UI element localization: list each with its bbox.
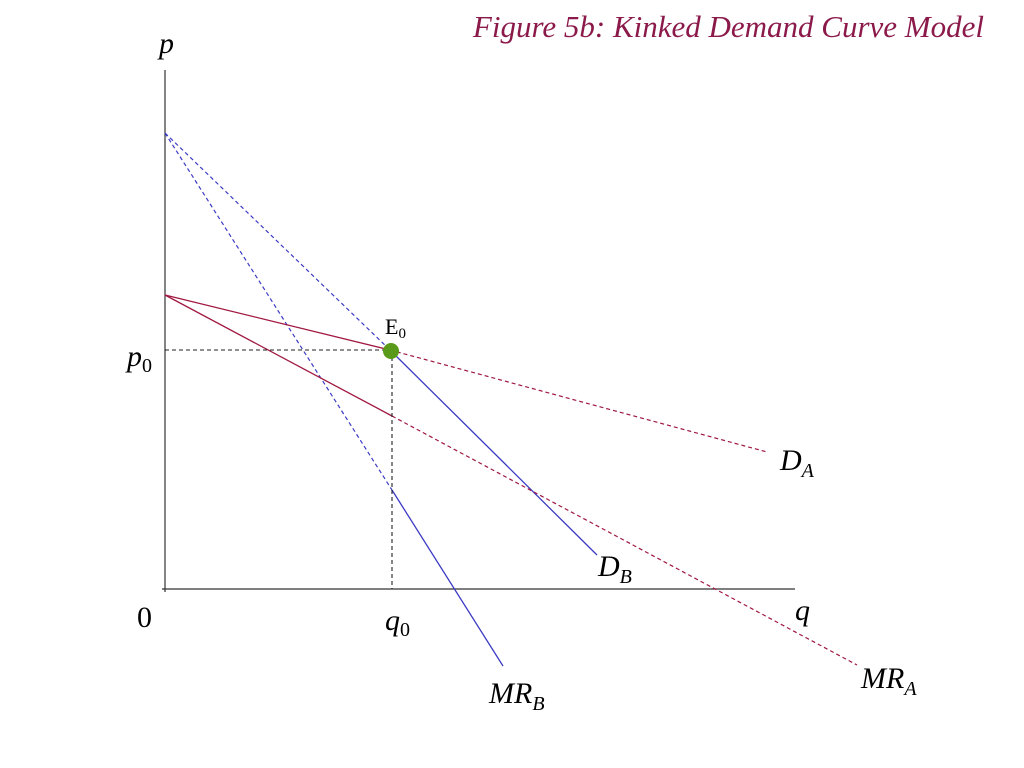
- origin-label: 0: [137, 601, 152, 634]
- label-sub: 0: [398, 326, 406, 342]
- label-sub: A: [800, 460, 815, 482]
- y-axis-label: p: [157, 27, 174, 60]
- e0-label: E0: [385, 314, 406, 342]
- da-label: DA: [779, 444, 815, 482]
- label-main: E: [385, 314, 398, 339]
- demand-b: [389, 349, 598, 556]
- db-label: DB: [597, 550, 632, 588]
- mr-a: [164, 294, 393, 417]
- mr-b: [391, 489, 504, 667]
- demand-b-dashed: [164, 132, 391, 351]
- demand-a-dashed: [389, 349, 768, 453]
- q0-label: q0: [385, 604, 410, 641]
- label-main: D: [597, 550, 620, 583]
- label-sub: B: [532, 693, 544, 715]
- p0-label: p0: [125, 340, 152, 377]
- demand-a: [164, 294, 391, 351]
- label-main: p: [125, 340, 142, 373]
- x-axis-label: q: [795, 594, 810, 627]
- label-main: D: [779, 444, 802, 477]
- label-main: MR: [488, 677, 532, 710]
- title: Figure 5b: Kinked Demand Curve Model: [472, 9, 984, 44]
- equilibrium-point: [383, 343, 399, 359]
- label-sub: A: [902, 678, 917, 700]
- label-sub: 0: [142, 355, 152, 377]
- label-sub: 0: [400, 619, 410, 641]
- mr-b-dashed: [164, 132, 393, 491]
- mrb-label: MRB: [488, 677, 545, 715]
- label-main: q: [385, 604, 400, 637]
- label-main: MR: [860, 662, 904, 695]
- label-sub: B: [620, 566, 632, 588]
- mra-label: MRA: [860, 662, 917, 700]
- mr-a-dashed: [391, 415, 858, 666]
